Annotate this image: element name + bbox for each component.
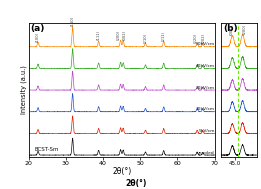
Text: (200): (200) <box>242 24 246 34</box>
Text: (b): (b) <box>223 24 238 33</box>
Text: (a): (a) <box>31 24 45 33</box>
Text: (200): (200) <box>117 30 121 40</box>
Text: (110): (110) <box>70 16 75 26</box>
Text: BCST-Sm: BCST-Sm <box>34 146 59 152</box>
Text: (002): (002) <box>123 30 127 40</box>
Text: 2θ(°): 2θ(°) <box>125 179 146 188</box>
Text: (111): (111) <box>97 30 101 40</box>
Text: 50kV/cm: 50kV/cm <box>195 42 215 46</box>
Text: (210): (210) <box>144 33 147 43</box>
Text: 5kV/cm: 5kV/cm <box>198 129 215 133</box>
Text: 40kV/cm: 40kV/cm <box>196 64 215 68</box>
X-axis label: 2θ(°): 2θ(°) <box>112 167 131 176</box>
Text: 10kV/cm: 10kV/cm <box>196 107 215 111</box>
Text: (002): (002) <box>229 25 234 35</box>
Text: (202): (202) <box>201 33 205 43</box>
Text: unpoled: unpoled <box>197 151 215 155</box>
Text: 20kV/cm: 20kV/cm <box>196 86 215 90</box>
Text: (100): (100) <box>36 32 40 42</box>
Text: (220): (220) <box>194 33 198 43</box>
Text: (211): (211) <box>162 31 166 41</box>
Y-axis label: Intensity (a.u.): Intensity (a.u.) <box>21 65 27 114</box>
